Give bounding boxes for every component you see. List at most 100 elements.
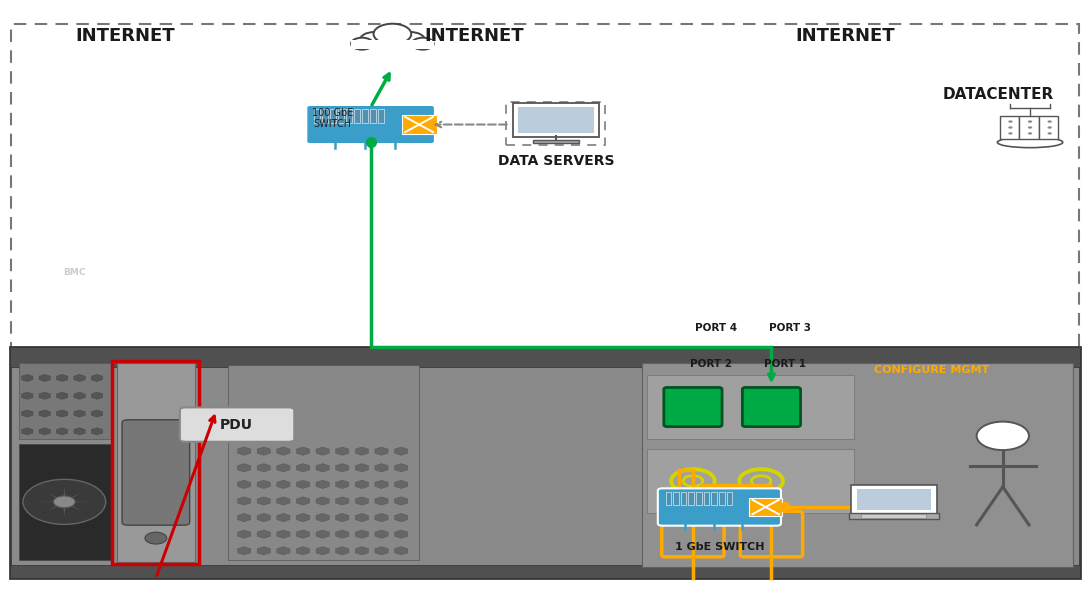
Polygon shape — [296, 547, 310, 555]
Circle shape — [1028, 132, 1032, 135]
Circle shape — [1047, 126, 1052, 129]
Circle shape — [1008, 120, 1013, 123]
Bar — [704, 492, 710, 505]
Ellipse shape — [997, 137, 1063, 148]
Polygon shape — [355, 497, 368, 505]
Bar — [347, 109, 352, 123]
Circle shape — [1047, 132, 1052, 135]
Polygon shape — [277, 547, 290, 555]
Bar — [642, 363, 1073, 567]
Bar — [647, 375, 855, 439]
Bar — [1000, 116, 1019, 139]
Polygon shape — [32, 501, 60, 503]
Polygon shape — [257, 447, 270, 455]
Polygon shape — [355, 547, 368, 555]
Text: CONFIGURE MGMT: CONFIGURE MGMT — [874, 365, 990, 375]
Polygon shape — [257, 514, 270, 522]
Polygon shape — [57, 428, 68, 435]
Polygon shape — [57, 374, 68, 381]
Polygon shape — [277, 464, 290, 472]
Polygon shape — [336, 464, 349, 472]
Bar — [371, 109, 376, 123]
Bar — [712, 492, 717, 505]
Bar — [112, 361, 199, 564]
Bar — [697, 492, 702, 505]
Text: BMC: BMC — [63, 268, 85, 278]
Polygon shape — [74, 392, 85, 399]
Circle shape — [1008, 126, 1013, 129]
FancyBboxPatch shape — [851, 485, 936, 514]
FancyBboxPatch shape — [664, 387, 722, 426]
Bar — [506, 101, 606, 145]
Polygon shape — [257, 547, 270, 555]
Polygon shape — [22, 410, 33, 417]
Polygon shape — [336, 514, 349, 522]
Bar — [10, 566, 1080, 578]
Bar — [849, 514, 938, 519]
Bar — [117, 363, 195, 562]
Bar — [19, 444, 111, 560]
Polygon shape — [316, 497, 329, 505]
Polygon shape — [92, 374, 102, 381]
FancyBboxPatch shape — [513, 103, 600, 137]
Polygon shape — [92, 428, 102, 435]
Bar — [857, 489, 931, 510]
Text: INTERNET: INTERNET — [75, 27, 175, 44]
Polygon shape — [92, 392, 102, 399]
Circle shape — [1008, 132, 1013, 135]
Polygon shape — [395, 514, 408, 522]
Polygon shape — [41, 503, 62, 515]
Polygon shape — [238, 547, 251, 555]
Polygon shape — [57, 392, 68, 399]
Polygon shape — [22, 428, 33, 435]
Bar — [719, 492, 725, 505]
Polygon shape — [375, 480, 388, 489]
FancyBboxPatch shape — [122, 420, 190, 525]
FancyBboxPatch shape — [180, 407, 294, 442]
Polygon shape — [296, 464, 310, 472]
Bar — [519, 107, 593, 133]
Bar — [338, 109, 344, 123]
Bar — [19, 363, 111, 439]
Polygon shape — [238, 514, 251, 522]
Polygon shape — [395, 497, 408, 505]
Polygon shape — [41, 489, 62, 501]
Polygon shape — [336, 547, 349, 555]
Polygon shape — [395, 464, 408, 472]
Polygon shape — [277, 497, 290, 505]
Circle shape — [977, 422, 1029, 450]
Circle shape — [23, 479, 106, 524]
Circle shape — [360, 32, 389, 48]
Text: DATA SERVERS: DATA SERVERS — [498, 154, 614, 168]
Text: PORT 1: PORT 1 — [764, 359, 806, 369]
Bar — [749, 498, 783, 516]
Polygon shape — [375, 547, 388, 555]
Polygon shape — [238, 497, 251, 505]
Polygon shape — [257, 497, 270, 505]
Text: Wi-Fi
CONNECTORS: Wi-Fi CONNECTORS — [916, 268, 1001, 289]
Polygon shape — [375, 497, 388, 505]
Circle shape — [396, 32, 425, 48]
Polygon shape — [336, 480, 349, 489]
Polygon shape — [316, 514, 329, 522]
Circle shape — [1028, 120, 1032, 123]
Bar — [689, 492, 694, 505]
Text: 100 GbE
SWITCH: 100 GbE SWITCH — [312, 108, 353, 129]
Bar — [727, 492, 732, 505]
Text: INTERNET: INTERNET — [795, 27, 895, 44]
Polygon shape — [39, 428, 50, 435]
Bar — [228, 365, 419, 560]
Polygon shape — [66, 503, 87, 515]
Polygon shape — [22, 374, 33, 381]
Polygon shape — [296, 497, 310, 505]
Circle shape — [1047, 120, 1052, 123]
Polygon shape — [257, 464, 270, 472]
Polygon shape — [74, 374, 85, 381]
Circle shape — [351, 38, 373, 50]
Text: PORT 2: PORT 2 — [690, 359, 731, 369]
Polygon shape — [395, 547, 408, 555]
Polygon shape — [355, 447, 368, 455]
FancyBboxPatch shape — [306, 105, 435, 144]
Polygon shape — [62, 504, 66, 519]
Bar — [533, 140, 579, 144]
